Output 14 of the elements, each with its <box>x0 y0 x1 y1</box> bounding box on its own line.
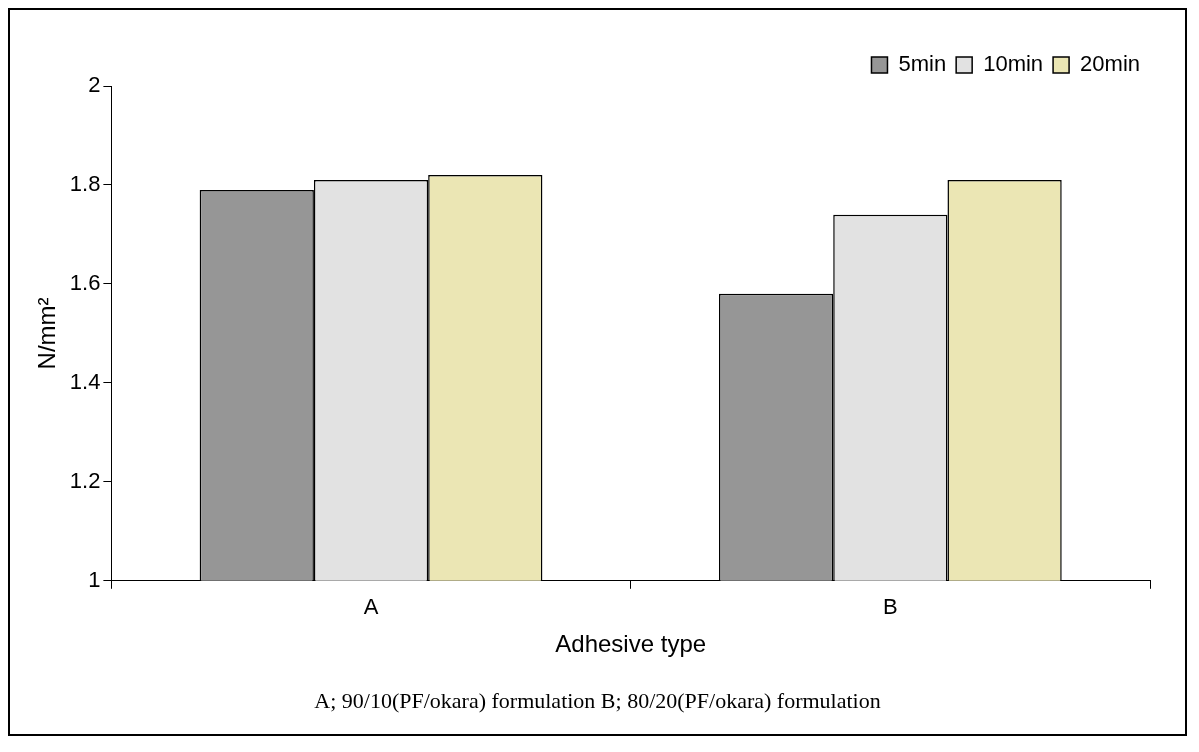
legend-label: 5min <box>898 51 947 77</box>
legend-label: 10min <box>983 51 1044 77</box>
text: A; 90/10(PF/okara) formulation B; 80/20(PF/okara) formulation <box>313 688 882 714</box>
y-tick-label: 1.4 <box>69 368 101 394</box>
legend-label: 20min <box>1080 51 1140 77</box>
x-axis-title: Adhesive type <box>555 630 707 658</box>
y-tick-label: 1.2 <box>69 467 101 493</box>
y-tick-label: 2 <box>88 72 101 98</box>
y-axis-title: N/mm² <box>33 297 61 370</box>
x-tick-label: B <box>883 594 898 620</box>
y-tick-label: 1.6 <box>69 269 101 295</box>
x-tick-label: A <box>363 594 379 620</box>
y-tick-label: 1 <box>88 566 101 592</box>
y-tick-label: 1.8 <box>69 171 101 197</box>
